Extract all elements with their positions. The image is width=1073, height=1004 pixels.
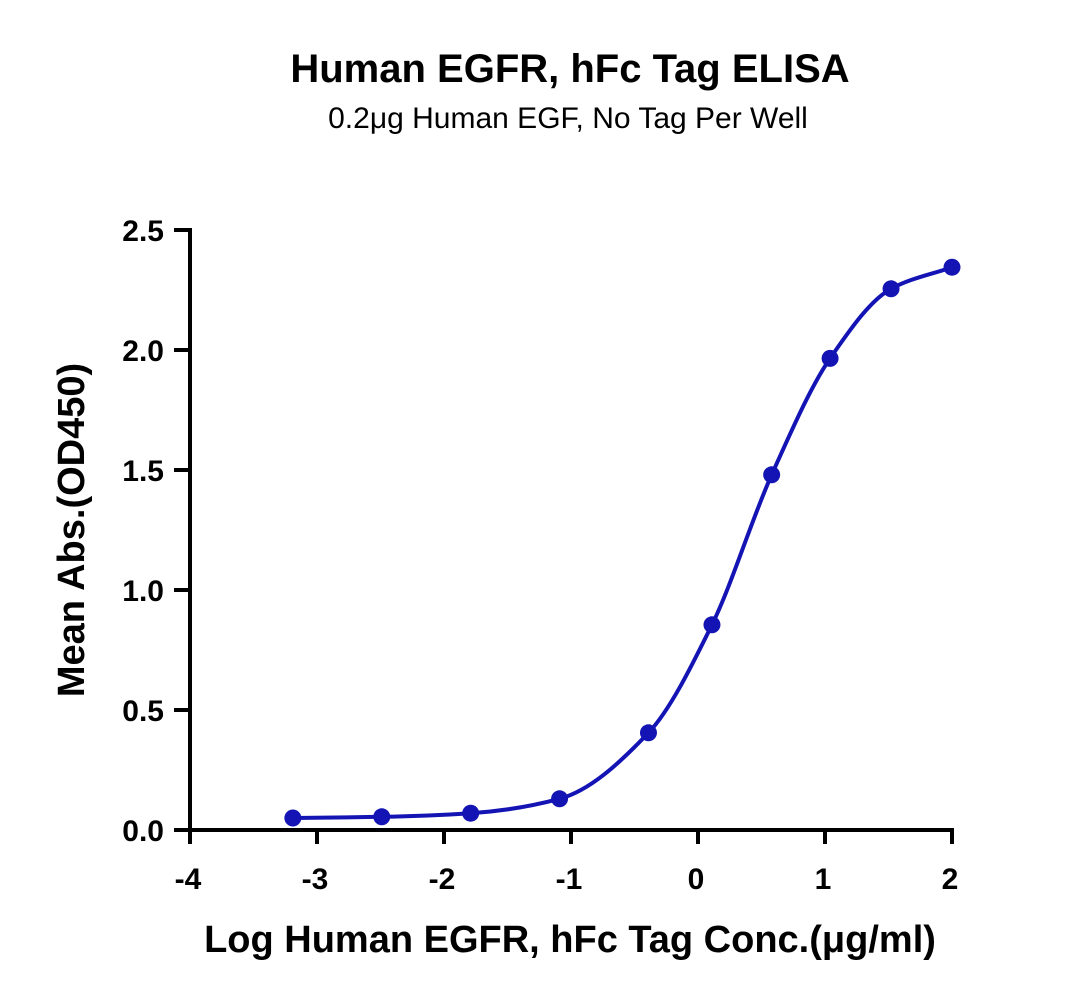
fit-curve	[290, 265, 954, 820]
data-point	[821, 349, 839, 367]
x-axis-label: Log Human EGFR, hFc Tag Conc.(μg/ml)	[204, 919, 936, 961]
y-ticks: 0.0 0.5 1.0 1.5 2.0 2.5	[122, 215, 190, 848]
y-tick-label: 1.0	[122, 575, 164, 608]
data-point	[763, 466, 781, 484]
x-tick-label: -3	[302, 863, 329, 896]
x-tick-label: 2	[942, 863, 959, 896]
chart-title: Human EGFR, hFc Tag ELISA	[290, 47, 849, 91]
x-tick-label: 1	[815, 863, 832, 896]
data-point	[882, 280, 900, 298]
x-tick-label: -2	[429, 863, 456, 896]
y-axis-label: Mean Abs.(OD450)	[51, 363, 93, 697]
data-point	[639, 724, 657, 742]
data-points	[284, 258, 961, 827]
data-point	[373, 808, 391, 826]
y-tick-label: 2.5	[122, 215, 164, 248]
y-tick-label: 2.0	[122, 335, 164, 368]
chart-subtitle: 0.2μg Human EGF, No Tag Per Well	[328, 102, 808, 135]
x-tick-label: -4	[175, 863, 202, 896]
data-point	[284, 809, 302, 827]
x-tick-label: 0	[688, 863, 705, 896]
data-point	[703, 616, 721, 634]
data-point	[551, 790, 569, 808]
fit-curves	[290, 265, 954, 820]
x-ticks: -4 -3 -2 -1 0 1 2	[175, 830, 959, 896]
data-point	[943, 258, 961, 276]
x-tick-label: -1	[556, 863, 583, 896]
y-tick-label: 0.5	[122, 695, 164, 728]
data-point	[462, 804, 480, 822]
axes	[188, 228, 954, 832]
y-tick-label: 1.5	[122, 455, 164, 488]
y-tick-label: 0.0	[122, 815, 164, 848]
